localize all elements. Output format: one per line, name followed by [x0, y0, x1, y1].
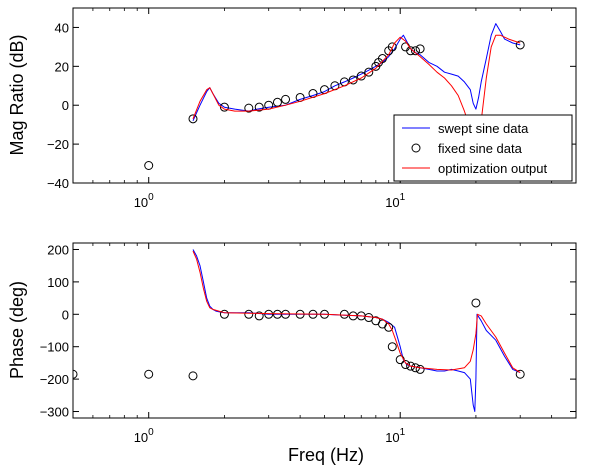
magnitude-fixed-sine-point: [219, 102, 229, 112]
legend-box: [393, 114, 573, 182]
x-axis-label: Freq (Hz): [288, 445, 364, 465]
phase-y-axis-label: Phase (deg): [7, 281, 27, 379]
magnitude-fixed-sine-point: [364, 67, 374, 77]
phase-fixed-sine-point: [219, 309, 229, 319]
magnitude-panel: 100 101 −40 −20 0 20 40 Mag Ratio (dB) swept s…: [7, 7, 577, 210]
magnitude-x-tick-label: 101: [385, 192, 405, 210]
phase-y-tick-label: −200: [40, 372, 69, 387]
phase-fixed-sine-point: [401, 360, 411, 370]
phase-fixed-sine-point: [339, 309, 349, 319]
phase-fixed-sine-point: [471, 298, 481, 308]
legend-label-fixed-sine-data: fixed sine data: [438, 141, 523, 156]
phase-fixed-sine-point: [73, 369, 78, 379]
phase-y-tick-label: −100: [40, 340, 69, 355]
magnitude-fixed-sine-point: [406, 46, 416, 56]
magnitude-fixed-sine-point: [410, 46, 420, 56]
magnitude-fixed-sine-point: [244, 103, 254, 113]
magnitude-y-tick-label: −40: [47, 176, 69, 191]
magnitude-fixed-sine-point: [515, 40, 525, 50]
phase-series-swept-sine-data: [192, 249, 521, 412]
magnitude-fixed-sine-point: [281, 94, 291, 104]
phase-fixed-sine-point: [384, 322, 394, 332]
phase-y-tick-label: −300: [40, 405, 69, 420]
legend-swatch-fixed-sine-data: [411, 143, 421, 153]
phase-fixed-sine-point: [144, 369, 154, 379]
magnitude-y-tick-label: −20: [47, 137, 69, 152]
phase-x-tick-label: 101: [385, 427, 405, 445]
phase-fixed-sine-point: [188, 371, 198, 381]
legend-label-swept-sine-data: swept sine data: [438, 121, 529, 136]
phase-fixed-sine-point: [387, 342, 397, 352]
magnitude-y-axis-label: Mag Ratio (dB): [7, 34, 27, 155]
magnitude-y-tick-label: 40: [55, 20, 69, 35]
phase-series-optimization-output: [192, 250, 521, 374]
phase-fixed-sine-point: [244, 309, 254, 319]
magnitude-y-tick-label: 20: [55, 59, 69, 74]
magnitude-fixed-sine-point: [254, 102, 264, 112]
phase-fixed-sine-point: [254, 311, 264, 321]
phase-fixed-sine-point: [515, 369, 525, 379]
phase-y-tick-label: 0: [62, 307, 69, 322]
magnitude-fixed-sine-point: [144, 161, 154, 170]
magnitude-fixed-sine-point: [356, 71, 366, 81]
phase-y-tick-label: 200: [47, 242, 69, 257]
legend: swept sine data fixed sine data optimizati…: [393, 114, 573, 182]
magnitude-x-tick-label: 100: [134, 192, 154, 210]
magnitude-fixed-sine-point: [188, 114, 198, 124]
phase-fixed-sine-point: [264, 309, 274, 319]
magnitude-fixed-sine-point: [377, 54, 387, 64]
phase-panel: 100 101 −300 −200 −100 0 100 200 Phase (deg): [7, 242, 577, 445]
legend-label-optimization-output: optimization output: [438, 161, 548, 176]
magnitude-fixed-sine-point: [272, 97, 282, 107]
magnitude-y-tick-label: 0: [62, 98, 69, 113]
phase-y-tick-label: 100: [47, 275, 69, 290]
phase-fixed-sine-point: [406, 361, 416, 371]
magnitude-fixed-sine-point: [387, 42, 397, 52]
magnitude-fixed-sine-point: [415, 44, 425, 54]
phase-fixed-sine-point: [415, 364, 425, 374]
phase-x-tick-label: 100: [134, 427, 154, 445]
